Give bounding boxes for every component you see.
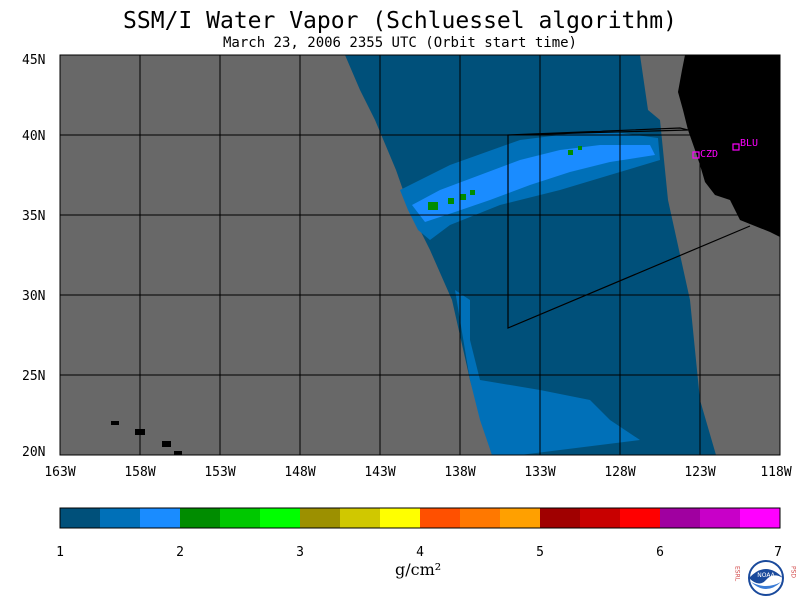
blu-marker: [732, 143, 740, 151]
lon-label: 158W: [124, 465, 155, 480]
longitude-labels: 163W 158W 153W 148W 143W 138W 133W 128W …: [44, 465, 791, 480]
colorbar-swatch: [660, 508, 701, 528]
chart-subtitle: March 23, 2006 2355 UTC (Orbit start tim…: [222, 35, 577, 51]
colorbar-swatch: [100, 508, 141, 528]
lon-label: 153W: [204, 465, 235, 480]
lon-label: 143W: [364, 465, 395, 480]
lon-label: 118W: [760, 465, 791, 480]
lon-label: 128W: [604, 465, 635, 480]
noaa-logo: NOAA ESRL PSD: [734, 560, 797, 596]
colorbar-swatch: [380, 508, 421, 528]
analysis-region-outline: [507, 127, 751, 329]
colorbar-unit: g/cm²: [395, 560, 442, 579]
station-label-blu: BLU: [740, 138, 758, 149]
colorbar-swatch: [540, 508, 581, 528]
colorbar-swatch: [300, 508, 341, 528]
colorbar-swatch: [580, 508, 621, 528]
colorbar-swatch: [220, 508, 261, 528]
svg-text:ESRL: ESRL: [734, 566, 741, 582]
colorbar-swatch: [180, 508, 221, 528]
colorbar-swatch: [700, 508, 741, 528]
lon-label: 123W: [684, 465, 715, 480]
lon-label: 148W: [284, 465, 315, 480]
colorbar-swatch: [460, 508, 501, 528]
lon-label: 163W: [44, 465, 75, 480]
colorbar-ticks: 1 2 3 4 5 6 7: [56, 545, 782, 560]
station-markers: CZD BLU: [692, 138, 758, 160]
colorbar-tick-label: 5: [536, 545, 544, 560]
lat-label: 25N: [22, 369, 45, 384]
lat-label: 20N: [22, 445, 45, 460]
colorbar-tick-label: 6: [656, 545, 664, 560]
station-label-czd: CZD: [700, 149, 718, 160]
svg-text:NOAA: NOAA: [757, 572, 775, 579]
colorbar-tick-label: 3: [296, 545, 304, 560]
colorbar: [60, 508, 781, 528]
lat-label: 40N: [22, 129, 45, 144]
colorbar-tick-label: 7: [774, 545, 782, 560]
colorbar-swatch: [500, 508, 541, 528]
czd-marker: [692, 151, 700, 159]
swath-medium-vapor-south: [455, 290, 640, 455]
land-north-america: [678, 55, 780, 237]
colorbar-tick-label: 1: [56, 545, 64, 560]
colorbar-tick-label: 4: [416, 545, 424, 560]
colorbar-swatch: [340, 508, 381, 528]
lon-label: 138W: [444, 465, 475, 480]
swath-high-vapor: [412, 145, 655, 222]
graticule: [60, 55, 780, 455]
map-frame: [59, 54, 781, 456]
lat-label: 35N: [22, 209, 45, 224]
svg-text:PSD: PSD: [790, 566, 797, 578]
chart-title: SSM/I Water Vapor (Schluessel algorithm): [123, 8, 677, 34]
colorbar-swatch: [420, 508, 461, 528]
colorbar-tick-label: 2: [176, 545, 184, 560]
colorbar-swatch: [740, 508, 781, 528]
lat-label: 45N: [22, 53, 45, 68]
green-spots: [428, 146, 582, 210]
latitude-labels: 45N 40N 35N 30N 25N 20N: [22, 53, 45, 460]
colorbar-swatch: [620, 508, 661, 528]
lon-label: 133W: [524, 465, 555, 480]
colorbar-frame: [59, 507, 781, 529]
colorbar-swatch: [260, 508, 301, 528]
colorbar-swatch: [140, 508, 181, 528]
lat-label: 30N: [22, 289, 45, 304]
colorbar-swatch: [60, 508, 101, 528]
